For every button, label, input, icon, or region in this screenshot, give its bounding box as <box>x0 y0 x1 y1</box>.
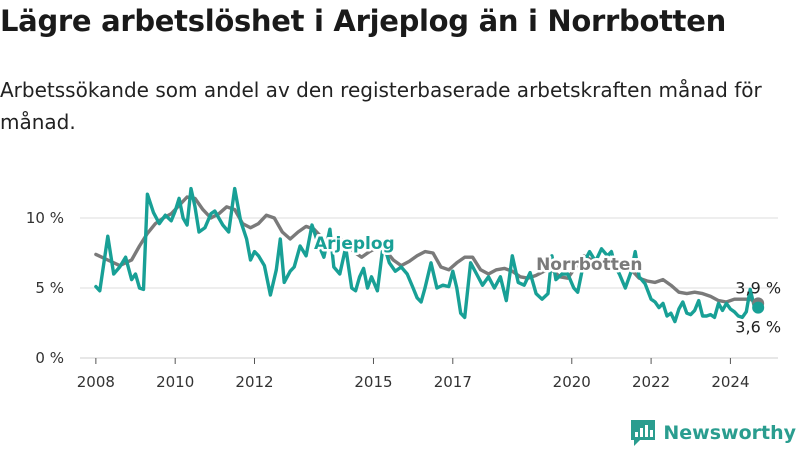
arjeplog-series-label: Arjeplog <box>314 234 395 254</box>
x-tick-label: 2020 <box>553 373 591 391</box>
y-tick-label: 5 % <box>35 279 64 297</box>
arjeplog-end-point <box>752 301 765 314</box>
chart-subtitle: Arbetssökande som andel av den registerb… <box>0 78 762 134</box>
chart-title: Lägre arbetslöshet i Arjeplog än i Norrb… <box>0 4 726 38</box>
brand-name: Newsworthy <box>663 422 796 444</box>
x-tick-label: 2015 <box>354 373 392 391</box>
norrbotten-series-label: Norrbotten <box>536 255 642 275</box>
y-tick-label: 10 % <box>26 209 64 227</box>
x-tick-label: 2017 <box>434 373 472 391</box>
x-tick-label: 2022 <box>632 373 670 391</box>
norrbotten-end-label: 3,9 % <box>735 278 781 297</box>
arjeplog-end-label: 3,6 % <box>735 318 781 337</box>
bar-chart-logo-icon <box>631 420 656 446</box>
x-tick-label: 2008 <box>77 373 115 391</box>
x-tick-label: 2010 <box>156 373 194 391</box>
arjeplog-line <box>94 186 760 324</box>
x-tick-label: 2024 <box>711 373 749 391</box>
x-tick-label: 2012 <box>235 373 273 391</box>
y-tick-label: 0 % <box>35 349 64 367</box>
newsworthy-brand[interactable]: Newsworthy <box>630 418 796 448</box>
